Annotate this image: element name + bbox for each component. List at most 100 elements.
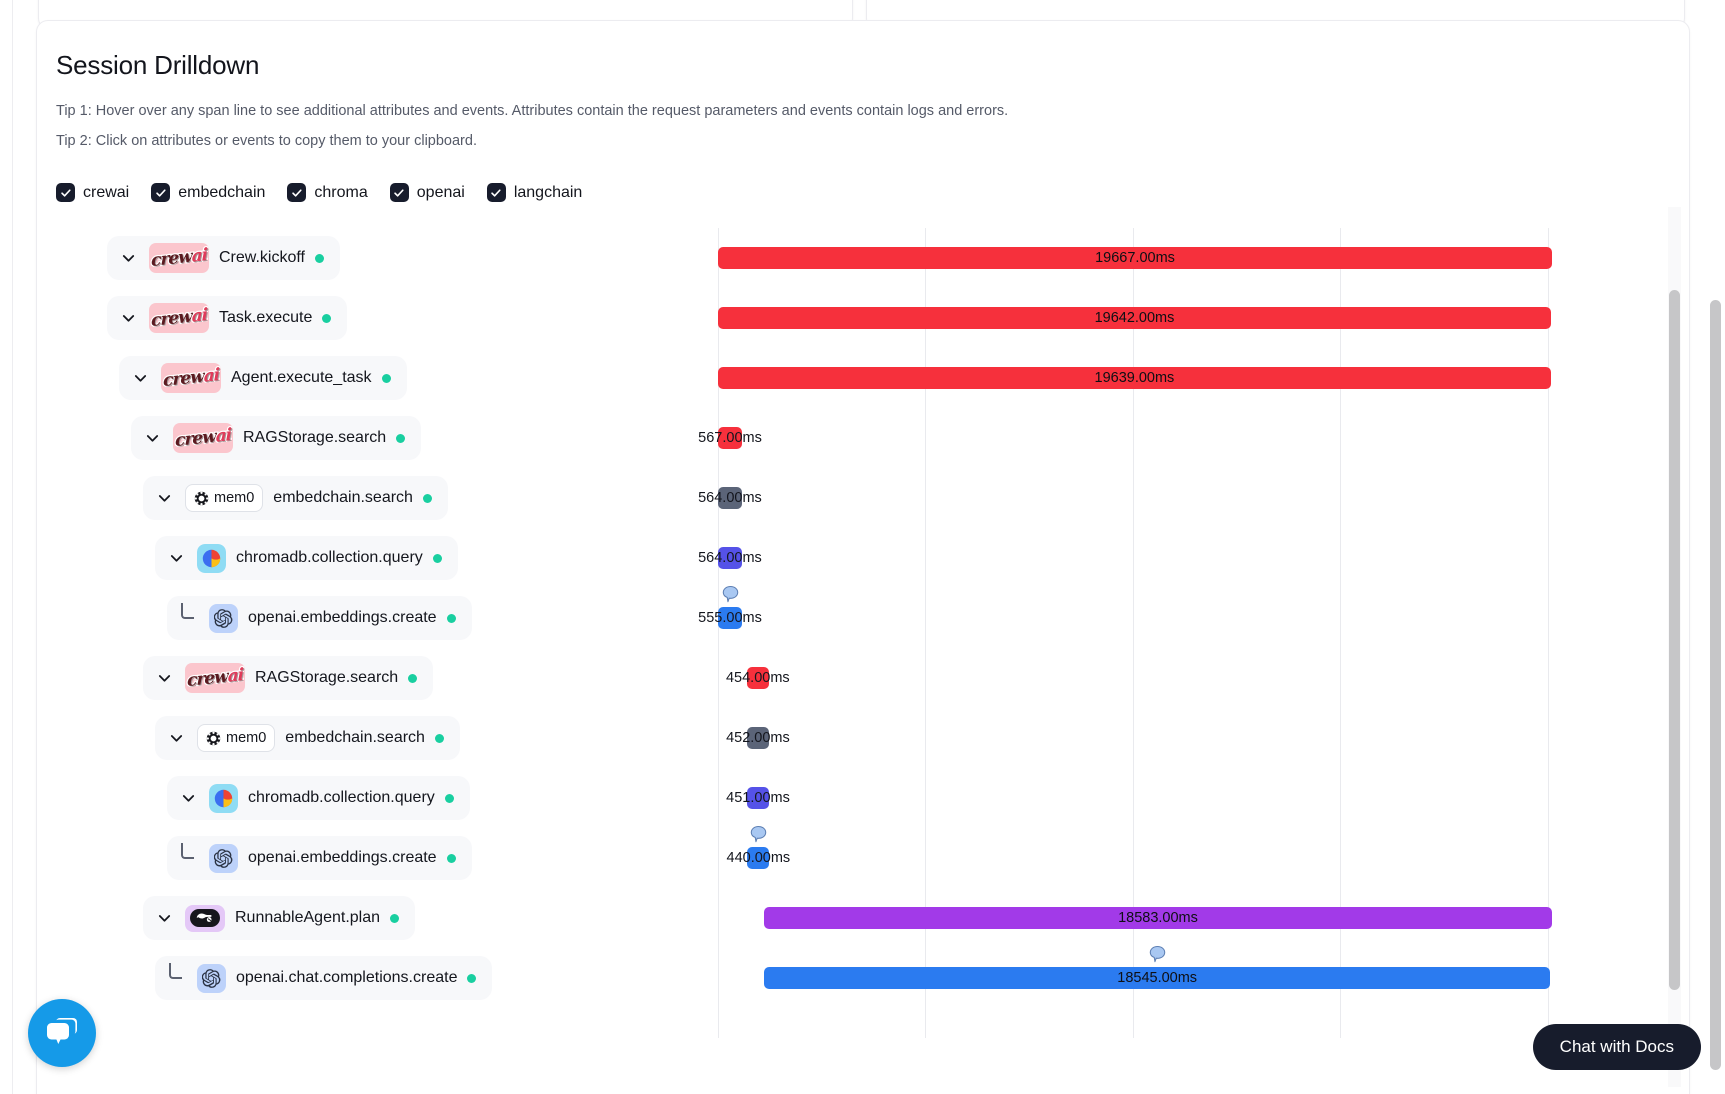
chat-with-docs-button[interactable]: Chat with Docs (1532, 1024, 1701, 1070)
chart-gridline (718, 228, 719, 1038)
span-row[interactable]: openai.chat.completions.create (37, 948, 697, 1008)
span-row-pill[interactable]: crewai Task.execute (107, 296, 348, 340)
status-dot (396, 433, 406, 443)
filter-embedchain[interactable]: embedchain (151, 183, 265, 202)
span-row[interactable]: crewai Crew.kickoff (37, 228, 697, 288)
chevron-down-icon[interactable] (153, 667, 175, 689)
chat-widget-button[interactable] (28, 999, 96, 1067)
checkbox-langchain[interactable] (486, 183, 506, 202)
span-duration-bar[interactable] (763, 967, 1551, 989)
chevron-down-icon[interactable] (141, 427, 163, 449)
span-duration-bar[interactable] (747, 847, 770, 869)
chevron-down-icon[interactable] (153, 907, 175, 929)
gantt-row: 19667.00ms (697, 228, 1627, 288)
span-duration-bar[interactable] (718, 307, 1551, 329)
span-row[interactable]: crewai Agent.execute_task (37, 348, 697, 408)
status-dot (432, 553, 442, 563)
span-name: embedchain.search (273, 489, 413, 506)
span-row[interactable]: mem0 embedchain.search (37, 708, 697, 768)
span-event-bubble-icon[interactable] (721, 585, 740, 604)
chevron-down-icon[interactable] (153, 487, 175, 509)
filter-langchain[interactable]: langchain (486, 183, 582, 202)
chevron-down-icon[interactable] (177, 787, 199, 809)
span-name: openai.chat.completions.create (236, 969, 458, 986)
mem0-icon: mem0 (197, 724, 276, 752)
span-row[interactable]: mem0 embedchain.search (37, 468, 697, 528)
span-duration-bar[interactable] (718, 367, 1551, 389)
crewai-icon: crewai (185, 663, 245, 693)
chevron-down-icon[interactable] (129, 367, 151, 389)
span-row-pill[interactable]: openai.embeddings.create (167, 596, 472, 640)
span-row-pill[interactable]: openai.embeddings.create (167, 836, 472, 880)
span-gantt-chart: 19667.00ms 19642.00ms 19639.00ms 567.00ms 56… (697, 228, 1627, 1094)
span-duration-bar[interactable] (718, 607, 742, 629)
span-event-bubble-icon[interactable] (1148, 945, 1167, 964)
checkbox-chroma[interactable] (287, 183, 307, 202)
crewai-icon: crewai (149, 303, 209, 333)
chevron-down-icon[interactable] (117, 307, 139, 329)
tip-hover-text: Tip 1: Hover over any span line to see a… (56, 103, 1009, 119)
filter-label: openai (416, 183, 465, 201)
span-row[interactable]: crewai RAGStorage.search (37, 408, 697, 468)
span-duration-bar[interactable] (746, 727, 769, 749)
top-cards-strip (0, 0, 1725, 38)
span-row-pill[interactable]: chromadb.collection.query (167, 776, 470, 820)
span-row-pill[interactable]: RunnableAgent.plan (143, 896, 416, 940)
span-name: RAGStorage.search (255, 669, 399, 686)
page-scrollbar-thumb[interactable] (1710, 300, 1721, 1070)
filter-chroma[interactable]: chroma (287, 183, 368, 202)
span-row[interactable]: chromadb.collection.query (37, 528, 697, 588)
checkbox-crewai[interactable] (56, 183, 75, 202)
tree-elbow-connector-icon (165, 963, 187, 989)
chart-gridline (1340, 228, 1342, 1038)
span-row[interactable]: crewai Task.execute (37, 288, 697, 348)
span-duration-bar[interactable] (763, 907, 1552, 929)
chroma-icon (209, 783, 238, 813)
status-dot (314, 253, 324, 263)
span-name: RAGStorage.search (243, 429, 387, 446)
span-row[interactable]: openai.embeddings.create (37, 828, 697, 888)
span-duration-bar[interactable] (718, 427, 743, 449)
span-duration-bar[interactable] (747, 787, 769, 809)
chevron-down-icon[interactable] (117, 247, 139, 269)
status-dot (381, 373, 391, 383)
gantt-row: 451.00ms (697, 768, 1627, 828)
span-duration-bar[interactable] (718, 547, 742, 569)
chevron-down-icon[interactable] (165, 547, 187, 569)
span-duration-bar[interactable] (718, 487, 742, 509)
span-row[interactable]: crewai RAGStorage.search (37, 648, 697, 708)
span-row[interactable]: openai.embeddings.create (37, 588, 697, 648)
span-duration-bar[interactable] (718, 247, 1552, 269)
openai-icon (197, 963, 226, 993)
span-row-pill[interactable]: crewai RAGStorage.search (131, 416, 422, 460)
span-row-pill[interactable]: chromadb.collection.query (155, 536, 458, 580)
filter-openai[interactable]: openai (389, 183, 465, 202)
page-left-edge (0, 0, 13, 1094)
span-row-pill[interactable]: mem0 embedchain.search (155, 716, 460, 760)
span-row[interactable]: chromadb.collection.query (37, 768, 697, 828)
span-name: openai.embeddings.create (248, 609, 437, 626)
crewai-icon: crewai (161, 363, 221, 393)
gantt-row: 564.00ms (697, 528, 1627, 588)
chevron-down-icon[interactable] (165, 727, 187, 749)
checkbox-openai[interactable] (389, 183, 409, 202)
filter-label: chroma (314, 183, 368, 201)
gantt-row: 454.00ms (697, 648, 1627, 708)
span-event-bubble-icon[interactable] (749, 825, 768, 844)
gantt-row: 18545.00ms (697, 945, 1627, 1008)
span-row-pill[interactable]: crewai Crew.kickoff (107, 236, 340, 280)
checkbox-embedchain[interactable] (151, 183, 171, 202)
span-duration-bar[interactable] (746, 667, 769, 689)
trace-scrollbar-thumb[interactable] (1669, 290, 1680, 990)
filter-label: embedchain (178, 183, 266, 201)
span-row-pill[interactable]: mem0 embedchain.search (143, 476, 448, 520)
openai-icon (209, 603, 238, 633)
span-row[interactable]: RunnableAgent.plan (37, 888, 697, 948)
filter-crewai[interactable]: crewai (56, 183, 129, 202)
crewai-icon: crewai (149, 243, 209, 273)
span-row-pill[interactable]: openai.chat.completions.create (155, 956, 493, 1000)
status-dot (446, 613, 456, 623)
gantt-row: 19639.00ms (697, 348, 1627, 408)
span-row-pill[interactable]: crewai Agent.execute_task (119, 356, 407, 400)
span-row-pill[interactable]: crewai RAGStorage.search (143, 656, 434, 700)
